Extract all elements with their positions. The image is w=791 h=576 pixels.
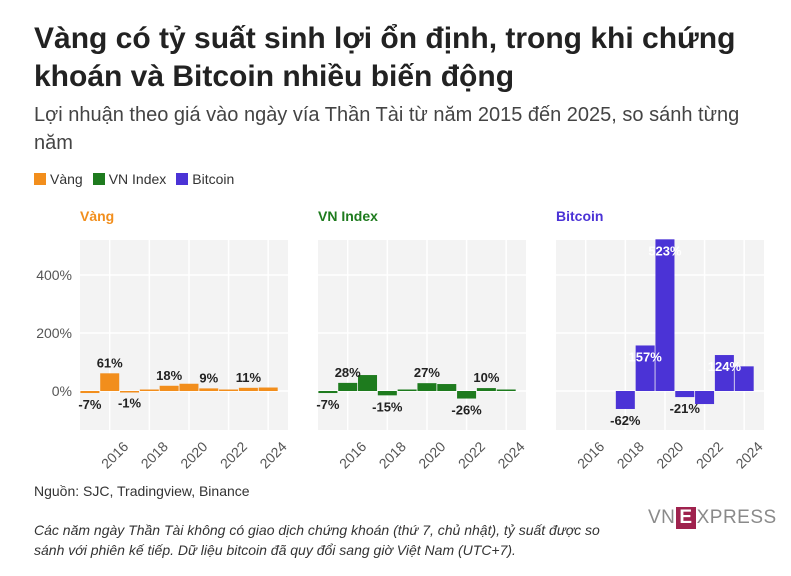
data-label: 28% (335, 365, 361, 380)
legend-label-vang: Vàng (50, 171, 83, 187)
legend-label-vnindex: VN Index (108, 171, 167, 187)
data-label: 157% (629, 349, 663, 364)
x-tick-label: 2020 (177, 438, 210, 471)
bar (615, 391, 635, 409)
bar (675, 391, 695, 398)
data-label: 124% (708, 359, 742, 374)
bar (318, 391, 338, 394)
data-label: 9% (199, 370, 218, 385)
x-tick-label: 2018 (614, 438, 647, 471)
bar (457, 391, 477, 399)
bar (377, 391, 397, 396)
bar (120, 391, 140, 393)
bar (734, 366, 754, 391)
bar (100, 373, 120, 391)
bar (338, 382, 358, 391)
vnexpress-logo: VN E XPRESS (648, 507, 777, 529)
y-tick-label: 200% (36, 325, 72, 341)
bar (258, 387, 278, 391)
bar (219, 389, 239, 391)
y-tick-label: 0% (52, 383, 72, 399)
bar (238, 387, 258, 391)
bar (496, 389, 516, 391)
data-label: -62% (610, 413, 641, 428)
x-tick-label: 2024 (256, 438, 289, 471)
bar (635, 345, 655, 391)
bar (80, 391, 100, 394)
data-label: 27% (414, 365, 440, 380)
data-label: -7% (78, 397, 102, 412)
y-tick-label: 400% (36, 267, 72, 283)
legend-label-bitcoin: Bitcoin (192, 171, 235, 187)
legend-swatch-vang (34, 173, 46, 185)
data-label: -15% (372, 399, 403, 414)
bar (655, 239, 675, 391)
legend-swatch-vnindex (92, 173, 105, 185)
source-note: Nguồn: SJC, Tradingview, Binance (34, 483, 250, 499)
logo-e-box: E (676, 507, 696, 529)
x-tick-label: 2024 (732, 438, 765, 471)
bar (417, 383, 437, 391)
panel-title: Bitcoin (556, 208, 603, 224)
bar (695, 391, 715, 405)
bar (476, 388, 496, 391)
bar (199, 388, 219, 391)
data-label: 523% (648, 243, 682, 258)
x-tick-label: 2016 (336, 438, 369, 471)
chart-subtitle: Lợi nhuận theo giá vào ngày vía Thần Tài… (34, 104, 740, 154)
legend-item-vang: Vàng (34, 171, 83, 187)
logo-right: XPRESS (696, 507, 777, 528)
bar (358, 375, 378, 391)
panel-background (80, 240, 288, 430)
data-label: 61% (97, 355, 123, 370)
small-multiples-chart: 400%200%0%Vàng-7%61%-1%18% 9% 11%2016 2018 2… (36, 208, 766, 472)
x-tick-label: 2020 (653, 438, 686, 471)
panel-title: VN Index (318, 208, 378, 224)
x-tick-label: 2020 (415, 438, 448, 471)
x-tick-label: 2016 (574, 438, 607, 471)
chart-title: Vàng có tỷ suất sinh lợi ổn định, trong … (34, 22, 736, 93)
bar (139, 389, 159, 391)
x-tick-label: 2018 (138, 438, 171, 471)
data-label: -7% (316, 397, 340, 412)
data-label: -26% (451, 403, 482, 418)
legend: Vàng VN Index Bitcoin (34, 171, 244, 187)
legend-item-bitcoin: Bitcoin (176, 171, 234, 187)
legend-swatch-bitcoin (176, 173, 189, 185)
bar (714, 355, 734, 391)
x-tick-label: 2024 (494, 438, 527, 471)
x-tick-label: 2018 (376, 438, 409, 471)
legend-item-vnindex: VN Index (92, 171, 167, 187)
x-tick-label: 2022 (693, 438, 726, 471)
data-label: 11% (236, 370, 262, 385)
panel-title: Vàng (80, 208, 114, 224)
bar (437, 384, 457, 391)
x-tick-label: 2022 (455, 438, 488, 471)
data-label: -1% (118, 395, 142, 410)
x-tick-label: 2022 (217, 438, 250, 471)
footnote: Các năm ngày Thần Tài không có giao dịch… (34, 522, 600, 558)
data-label: -21% (670, 401, 701, 416)
x-tick-label: 2016 (98, 438, 131, 471)
bar (159, 385, 179, 391)
data-label: 18% (156, 368, 182, 383)
bar (397, 389, 417, 391)
panel-background (318, 240, 526, 430)
logo-left: VN (648, 507, 676, 528)
bar (179, 383, 199, 391)
data-label: 10% (473, 370, 499, 385)
